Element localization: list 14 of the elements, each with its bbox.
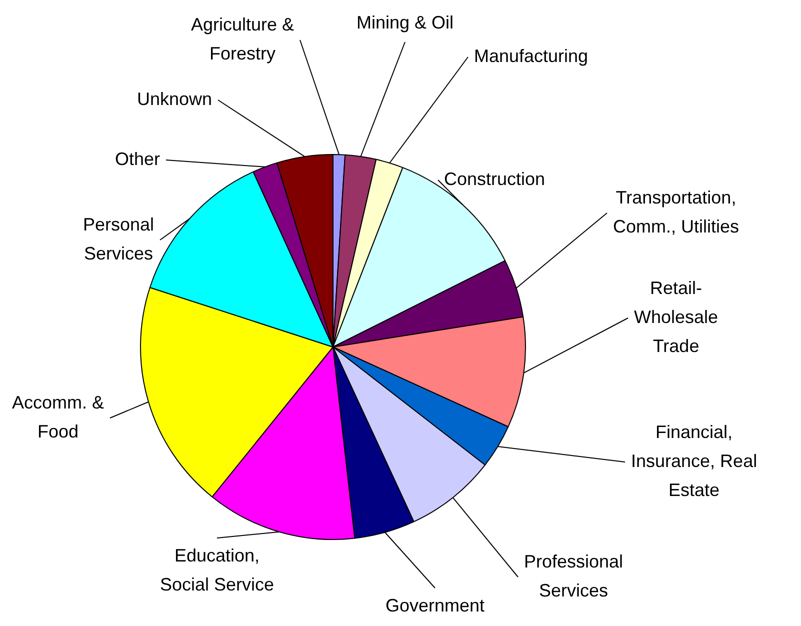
slice-label: Professional Services (524, 551, 624, 600)
slice-label: Retail-Wholesale Trade (634, 278, 718, 356)
slice-label: Agriculture & Forestry (190, 14, 294, 64)
slice-label: Accomm. & Food (12, 392, 104, 442)
slice-label: Transportation, Comm., Utilities (612, 187, 740, 236)
slice-label: Government (385, 595, 485, 616)
slice-label: Personal Services (82, 214, 154, 264)
slice-label: Manufacturing (474, 46, 588, 66)
slice-label: Unknown (136, 88, 212, 109)
slice-label: Mining & Oil (356, 12, 454, 32)
slice-label: Education, Social Service (160, 545, 274, 594)
slice-label: Construction (444, 168, 546, 189)
slice-label: Other (114, 148, 160, 169)
slice-label: Financial, Insurance, Real Estate (630, 422, 758, 500)
